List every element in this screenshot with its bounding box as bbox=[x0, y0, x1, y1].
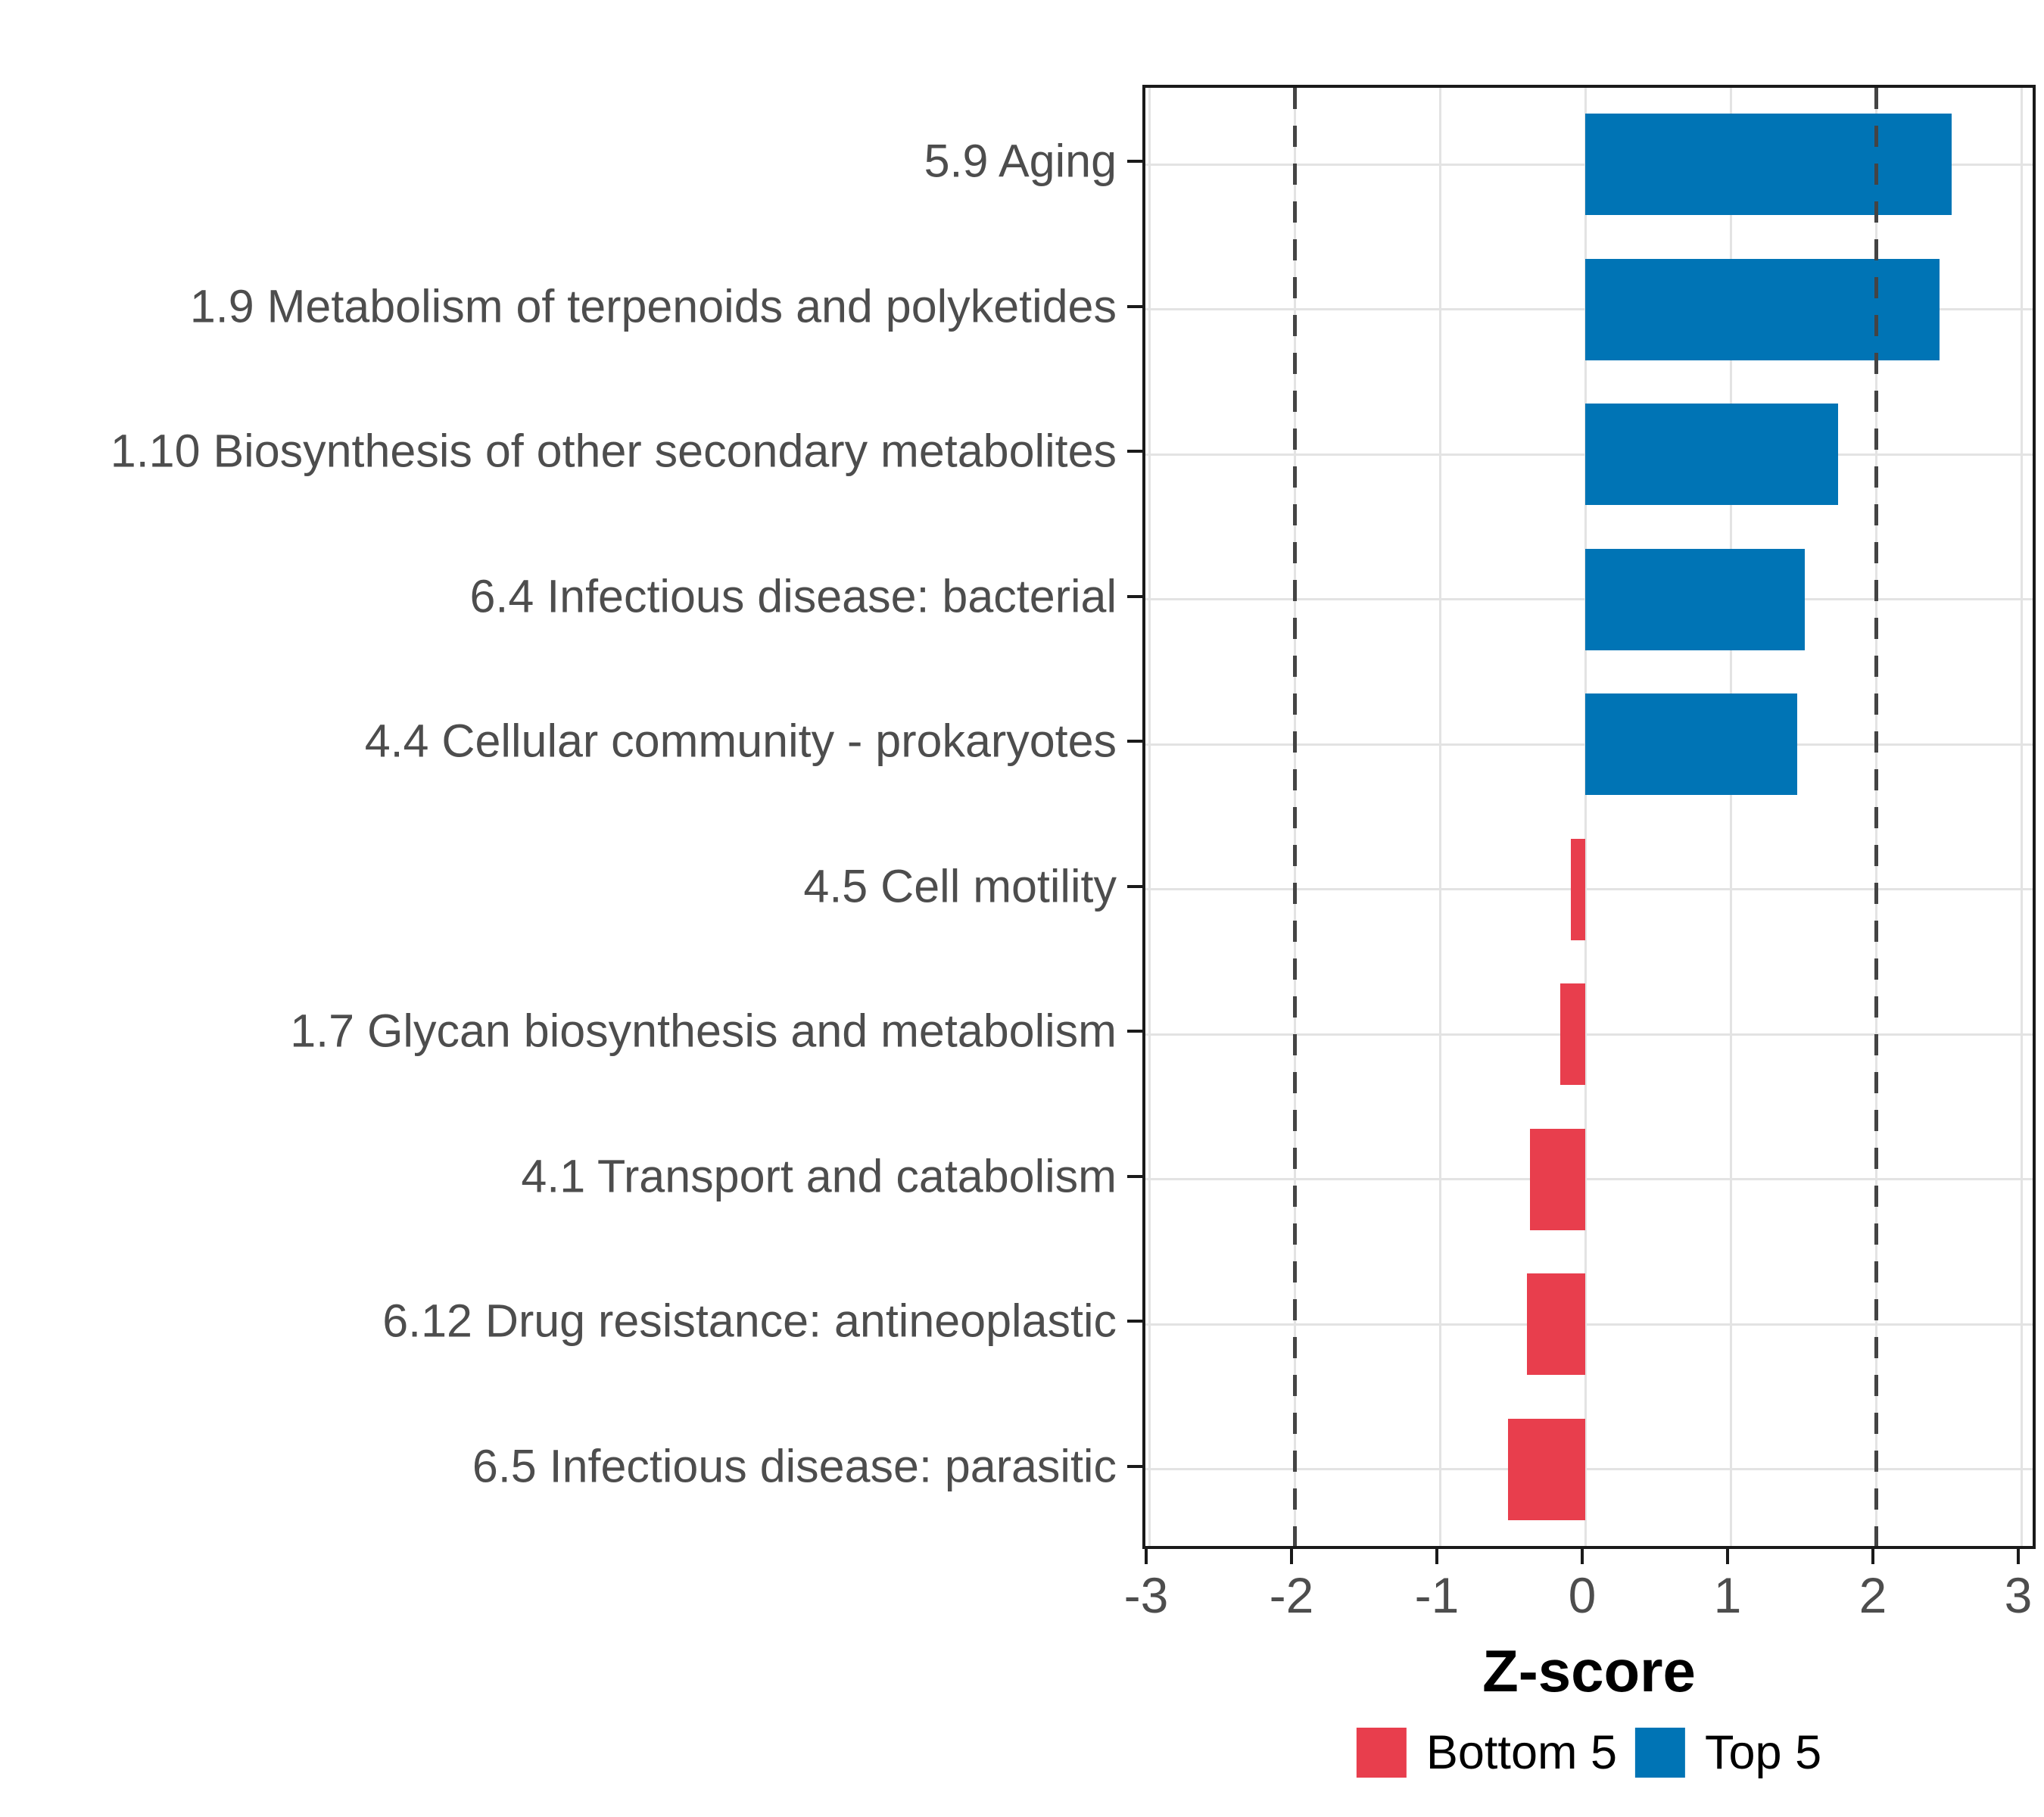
plot-panel bbox=[1142, 85, 2036, 1549]
x-axis-tick-label: 0 bbox=[1568, 1567, 1597, 1623]
x-axis-tick-label: -3 bbox=[1123, 1567, 1169, 1623]
h-gridline bbox=[1145, 1178, 2033, 1180]
y-axis-label: 4.1 Transport and catabolism bbox=[521, 1150, 1117, 1201]
x-axis-tick bbox=[1581, 1549, 1584, 1564]
x-axis-tick bbox=[1726, 1549, 1729, 1564]
bar-negative bbox=[1530, 1128, 1585, 1230]
y-axis-tick bbox=[1127, 884, 1142, 888]
bar-positive bbox=[1585, 548, 1805, 650]
y-axis-tick bbox=[1127, 1464, 1142, 1468]
legend-item-top5: Top 5 bbox=[1635, 1728, 1821, 1778]
x-axis-tick bbox=[1290, 1549, 1293, 1564]
y-axis-label: 6.5 Infectious disease: parasitic bbox=[472, 1440, 1117, 1491]
bar-positive bbox=[1585, 693, 1798, 795]
bar-positive bbox=[1585, 258, 1940, 360]
y-axis-label: 1.10 Biosynthesis of other secondary met… bbox=[110, 425, 1117, 477]
x-axis-tick-label: 1 bbox=[1713, 1567, 1742, 1623]
y-axis-tick bbox=[1127, 1030, 1142, 1033]
y-axis-label: 1.7 Glycan biosynthesis and metabolism bbox=[290, 1005, 1117, 1057]
bar-negative bbox=[1570, 838, 1585, 940]
y-axis-tick bbox=[1127, 1320, 1142, 1323]
reference-line bbox=[1874, 88, 1878, 1546]
bar-positive bbox=[1585, 404, 1839, 505]
y-axis-label: 6.4 Infectious disease: bacterial bbox=[469, 570, 1117, 622]
y-axis-label: 4.4 Cellular community - prokaryotes bbox=[364, 715, 1117, 767]
y-axis-tick bbox=[1127, 740, 1142, 743]
bar-negative bbox=[1560, 983, 1585, 1085]
y-axis-tick bbox=[1127, 304, 1142, 308]
y-axis-label: 6.12 Drug resistance: antineoplastic bbox=[382, 1295, 1117, 1347]
bottom5-color-swatch bbox=[1356, 1728, 1407, 1778]
bar-negative bbox=[1508, 1418, 1585, 1520]
legend-item-bottom5: Bottom 5 bbox=[1356, 1725, 1617, 1779]
x-axis-tick bbox=[1435, 1549, 1438, 1564]
x-axis-tick-label: -2 bbox=[1269, 1567, 1314, 1623]
v-gridline bbox=[2020, 88, 2023, 1546]
x-axis-tick-label: 3 bbox=[2004, 1567, 2033, 1623]
y-axis-tick bbox=[1127, 450, 1142, 453]
reference-line bbox=[1292, 88, 1297, 1546]
bar-positive bbox=[1585, 114, 1952, 215]
y-axis-label: 1.9 Metabolism of terpenoids and polyket… bbox=[189, 280, 1117, 332]
y-axis-tick bbox=[1127, 594, 1142, 598]
x-axis-title: Z-score bbox=[1482, 1638, 1696, 1704]
h-gridline bbox=[1145, 1323, 2033, 1326]
h-gridline bbox=[1145, 1033, 2033, 1036]
x-axis-tick bbox=[1871, 1549, 1874, 1564]
x-axis-tick-label: 2 bbox=[1859, 1567, 1887, 1623]
x-axis-tick bbox=[1145, 1549, 1148, 1564]
x-axis-tick-label: -1 bbox=[1414, 1567, 1460, 1623]
h-gridline bbox=[1145, 888, 2033, 890]
y-axis-label: 5.9 Aging bbox=[924, 135, 1117, 187]
bar-negative bbox=[1527, 1273, 1585, 1375]
v-gridline bbox=[1148, 88, 1151, 1546]
h-gridline bbox=[1145, 1468, 2033, 1470]
top5-color-swatch bbox=[1635, 1728, 1685, 1778]
y-axis-tick bbox=[1127, 160, 1142, 163]
y-axis-label: 4.5 Cell motility bbox=[803, 860, 1117, 912]
legend: Bottom 5 Top 5 bbox=[1356, 1725, 1821, 1779]
y-axis-tick bbox=[1127, 1174, 1142, 1178]
x-axis-tick bbox=[2017, 1549, 2020, 1564]
v-gridline bbox=[1729, 88, 1732, 1546]
legend-label-bottom5: Bottom 5 bbox=[1426, 1725, 1617, 1779]
legend-label-top5: Top 5 bbox=[1705, 1725, 1822, 1779]
v-gridline bbox=[1584, 88, 1587, 1546]
v-gridline bbox=[1438, 88, 1441, 1546]
